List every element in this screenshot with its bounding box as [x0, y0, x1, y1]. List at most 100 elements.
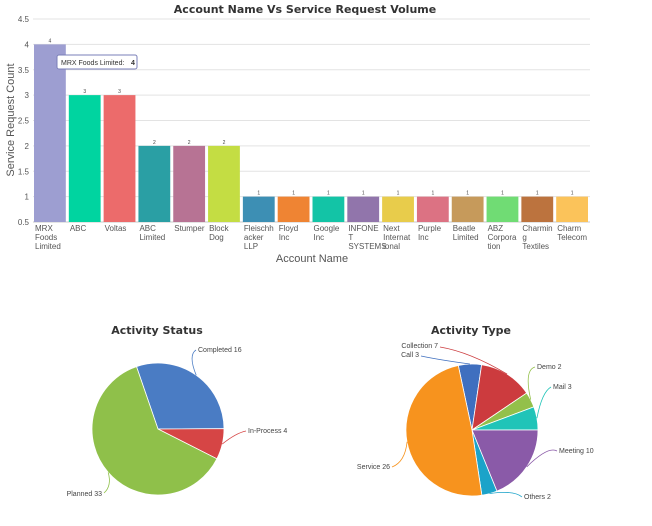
pie-connector — [103, 472, 110, 494]
bar-y-tick-label: 1 — [25, 193, 30, 202]
pie-slice-label: Collection 7 — [401, 343, 438, 350]
tooltip-box — [56, 54, 138, 70]
activity-status-pie: Activity Status Completed 16 In-Process 4… — [67, 324, 288, 498]
pie-connector — [420, 355, 470, 365]
bar-x-tick-label: INFONE — [348, 224, 378, 233]
bar-x-tick-label: Floyd — [279, 224, 299, 233]
bar-x-axis-label: Account Name — [276, 253, 348, 265]
pie-connector — [536, 386, 552, 419]
pie-slice-label: Service 26 — [357, 464, 390, 471]
bar-x-tick-label: Voltas — [105, 224, 127, 233]
bar-data-label: 2 — [153, 140, 156, 146]
bar-data-label: 2 — [188, 140, 191, 146]
pie-connector — [439, 346, 508, 375]
bar-x-tick-label: Fleischh — [244, 224, 274, 233]
bar-y-tick-label: 2.5 — [18, 117, 30, 126]
bar[interactable] — [242, 196, 275, 222]
bar-chart: Account Name Vs Service Request Volume 0… — [5, 3, 590, 265]
bar[interactable] — [382, 196, 414, 222]
bar-x-tick-label: Textiles — [522, 242, 549, 251]
activity-type-pie: Activity Type Call 3 Collection 7 Demo 2 Ma… — [357, 324, 594, 501]
bar[interactable] — [277, 196, 310, 222]
bar-data-label: 1 — [466, 191, 469, 197]
bar-data-label: 1 — [431, 191, 434, 197]
bar-x-tick-label: ional — [383, 242, 400, 251]
bar-x-tick-label: ABC — [70, 224, 87, 233]
bar-data-label: 1 — [327, 191, 330, 197]
bar-y-ticks: 0.5 1 1.5 2 2.5 3 3.5 4 4.5 — [18, 15, 30, 227]
bar-series — [34, 44, 588, 222]
bar-x-tick-label: acker — [244, 233, 264, 242]
activity-type-labels: Call 3 Collection 7 Demo 2 Mail 3 Meeting 10… — [357, 343, 594, 501]
pie-slice-label: Completed 16 — [198, 347, 242, 354]
bar-x-tick-label: SYSTEMS — [348, 242, 386, 251]
bar[interactable] — [208, 145, 240, 222]
pie-connector — [526, 449, 558, 468]
pie-slice[interactable] — [471, 364, 528, 431]
bar-x-tick-label: Inc — [279, 233, 290, 242]
pie-slice[interactable] — [91, 366, 218, 496]
bar-y-tick-label: 4 — [25, 40, 30, 49]
pie-slice-label: Call 3 — [401, 352, 419, 359]
bar-x-tick-label: Stumper — [174, 224, 205, 233]
pie-slice-label: Planned 33 — [67, 491, 103, 498]
bar-x-tick-label: ABC — [139, 224, 156, 233]
pie-connector — [391, 441, 408, 468]
bar[interactable] — [521, 196, 554, 222]
bar[interactable] — [138, 145, 171, 222]
bar-x-tick-label: Google — [314, 224, 340, 233]
bar[interactable] — [103, 95, 136, 222]
bar-data-label: 3 — [118, 89, 121, 95]
activity-status-title: Activity Status — [111, 324, 203, 337]
bar[interactable] — [68, 95, 101, 222]
bar[interactable] — [486, 196, 519, 222]
bar-data-label: 1 — [292, 191, 295, 197]
bar-x-tick-label: Next — [383, 224, 400, 233]
bar-x-tick-label: Inc — [418, 233, 429, 242]
bar-y-tick-label: 1.5 — [18, 167, 30, 176]
pie-slice[interactable] — [405, 364, 483, 497]
bar[interactable] — [556, 196, 588, 222]
bar[interactable] — [173, 145, 206, 222]
bar[interactable] — [451, 196, 484, 222]
activity-type-slices — [405, 363, 539, 497]
bar-x-tick-label: Purple — [418, 224, 442, 233]
bar[interactable] — [347, 196, 380, 222]
pie-connector — [527, 366, 536, 400]
bar-data-label: 4 — [49, 38, 52, 44]
bar-data-label: 3 — [83, 89, 86, 95]
bar-x-tick-label: g — [522, 233, 526, 242]
bar-x-tick-label: Limited — [139, 233, 165, 242]
bar[interactable] — [312, 196, 345, 222]
bar-y-tick-label: 0.5 — [18, 218, 30, 227]
bar-x-tick-label: Charm — [557, 224, 581, 233]
pie-connector — [221, 430, 247, 445]
bar-data-label: 1 — [257, 191, 260, 197]
bar-x-tick-label: Limited — [453, 233, 479, 242]
bar-x-tick-label: Charmin — [522, 224, 552, 233]
bar-x-tick-label: Internat — [383, 233, 411, 242]
bar-data-labels: 4 3 3 2 2 2 1 1 1 1 1 1 1 1 1 1 — [49, 38, 574, 196]
bar-data-label: 1 — [362, 191, 365, 197]
pie-connector — [489, 491, 523, 498]
tooltip-label: MRX Foods Limited: — [61, 60, 124, 67]
bar-data-label: 1 — [501, 191, 504, 197]
pie-slice-label: Others 2 — [524, 494, 551, 501]
bar-data-label: 1 — [397, 191, 400, 197]
activity-status-labels: Completed 16 In-Process 4 Planned 33 — [67, 347, 288, 498]
bar-data-label: 1 — [571, 191, 574, 197]
bar-x-tick-label: Foods — [35, 233, 57, 242]
bar-x-tick-label: Block — [209, 224, 230, 233]
bar-x-tick-label: Corpora — [488, 233, 517, 242]
bar-x-tick-label: tion — [488, 242, 501, 251]
bar[interactable] — [34, 44, 66, 222]
bar-y-axis-label: Service Request Count — [5, 63, 17, 176]
bar-y-tick-label: 2 — [25, 142, 30, 151]
tooltip-value: 4 — [131, 60, 135, 67]
bar-x-tick-label: Beatle — [453, 224, 476, 233]
bar[interactable] — [416, 196, 449, 222]
bar-chart-title: Account Name Vs Service Request Volume — [174, 3, 436, 16]
bar-data-label: 2 — [223, 140, 226, 146]
activity-status-slices — [91, 362, 225, 496]
